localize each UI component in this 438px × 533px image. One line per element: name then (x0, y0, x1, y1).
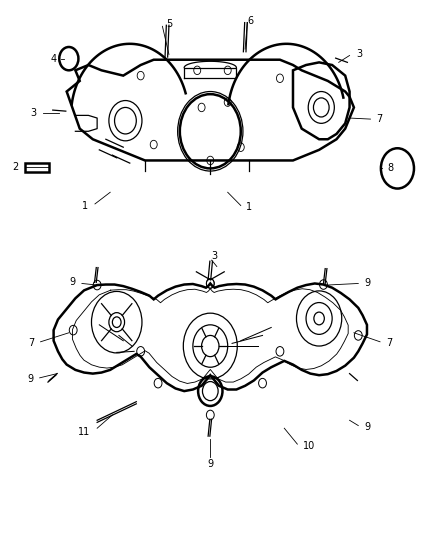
Text: 11: 11 (78, 427, 91, 437)
Text: 9: 9 (364, 422, 370, 432)
Text: 1: 1 (82, 200, 88, 211)
Text: 2: 2 (13, 163, 19, 172)
Text: 3: 3 (356, 50, 362, 59)
Text: 8: 8 (388, 164, 394, 173)
Text: 5: 5 (166, 19, 172, 29)
Text: 7: 7 (28, 338, 34, 349)
Text: 9: 9 (365, 278, 371, 288)
Text: 7: 7 (387, 338, 393, 349)
Text: 9: 9 (69, 277, 75, 287)
Text: 3: 3 (212, 251, 218, 261)
Text: 9: 9 (27, 374, 33, 384)
Text: 3: 3 (30, 108, 36, 118)
Text: 9: 9 (207, 459, 213, 469)
Text: 1: 1 (247, 201, 253, 212)
Text: 4: 4 (51, 54, 57, 63)
Text: 6: 6 (247, 16, 254, 26)
Text: 7: 7 (377, 114, 383, 124)
Text: 10: 10 (303, 441, 315, 451)
